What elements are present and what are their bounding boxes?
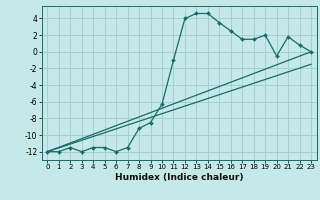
X-axis label: Humidex (Indice chaleur): Humidex (Indice chaleur) [115,173,244,182]
